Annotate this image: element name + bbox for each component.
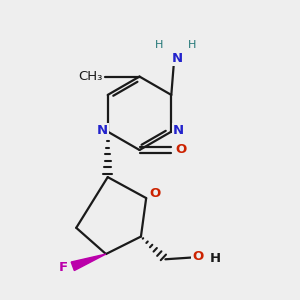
- Text: N: N: [173, 124, 184, 137]
- Text: CH₃: CH₃: [78, 70, 103, 83]
- Text: N: N: [97, 124, 108, 137]
- Text: H: H: [188, 40, 196, 50]
- Text: O: O: [175, 143, 186, 156]
- Polygon shape: [71, 254, 106, 271]
- Text: F: F: [58, 261, 68, 274]
- Text: N: N: [172, 52, 183, 65]
- Text: O: O: [149, 188, 161, 200]
- Text: H: H: [210, 252, 221, 266]
- Text: H: H: [155, 40, 164, 50]
- Text: O: O: [192, 250, 204, 262]
